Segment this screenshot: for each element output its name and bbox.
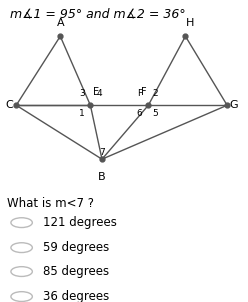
Text: 7: 7 <box>99 148 105 157</box>
Text: E: E <box>93 87 99 97</box>
Text: 36 degrees: 36 degrees <box>43 290 109 302</box>
Text: C: C <box>5 100 13 110</box>
Text: F: F <box>141 87 147 97</box>
Text: m∡1 = 95° and m∡2 = 36°: m∡1 = 95° and m∡2 = 36° <box>10 8 186 21</box>
Text: 59 degrees: 59 degrees <box>43 241 109 254</box>
Text: 5: 5 <box>153 108 158 117</box>
Text: What is m<7 ?: What is m<7 ? <box>7 197 94 210</box>
Text: 2: 2 <box>153 89 158 98</box>
Text: 85 degrees: 85 degrees <box>43 265 109 278</box>
Text: B: B <box>98 172 106 182</box>
Text: 1: 1 <box>79 108 85 117</box>
Text: 121 degrees: 121 degrees <box>43 216 117 229</box>
Text: 4: 4 <box>96 89 102 98</box>
Text: 3: 3 <box>79 89 85 98</box>
Text: G: G <box>230 100 238 110</box>
Text: 6: 6 <box>137 108 143 117</box>
Text: F: F <box>137 89 143 98</box>
Text: A: A <box>57 18 64 27</box>
Text: H: H <box>186 18 194 27</box>
